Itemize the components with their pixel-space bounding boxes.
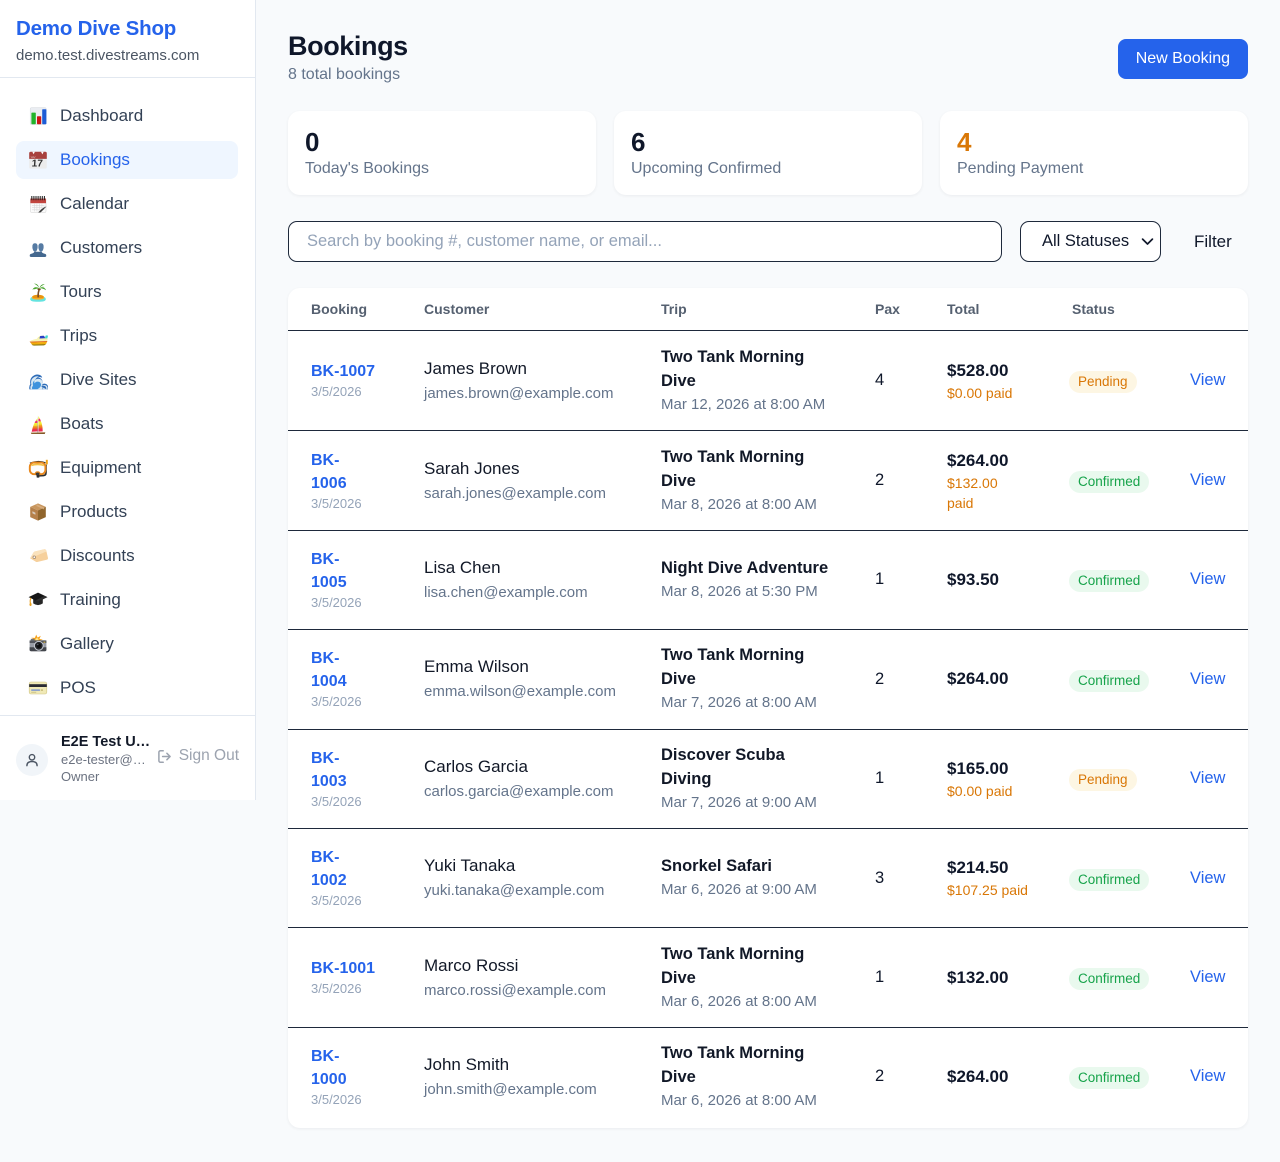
svg-text:17: 17 bbox=[31, 159, 43, 170]
